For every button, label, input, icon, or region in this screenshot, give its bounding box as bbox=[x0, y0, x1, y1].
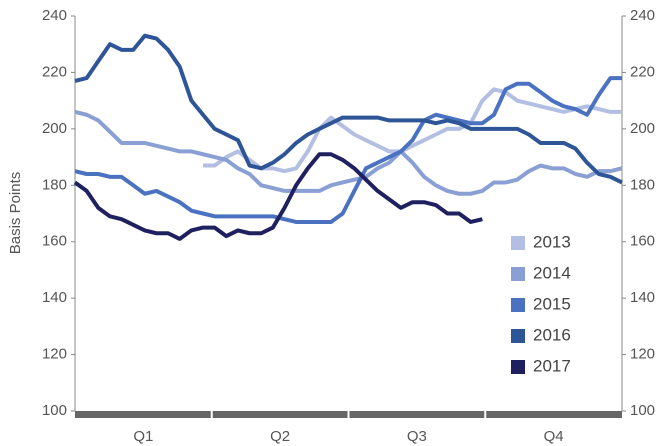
y2-tick-label: 180 bbox=[630, 176, 655, 193]
y-axis-label: Basis Points bbox=[7, 172, 24, 255]
y2-tick-label: 100 bbox=[630, 402, 655, 419]
x-tick-label: Q4 bbox=[544, 428, 564, 445]
legend-swatch bbox=[511, 236, 525, 250]
series-line bbox=[73, 152, 483, 241]
y2-tick-label: 220 bbox=[630, 63, 655, 80]
series-line bbox=[74, 33, 623, 185]
legend-label: 2017 bbox=[533, 356, 571, 375]
y2-tick-label: 240 bbox=[630, 7, 655, 24]
legend-swatch bbox=[511, 360, 525, 374]
y2-tick-label: 200 bbox=[630, 120, 655, 137]
legend-swatch bbox=[511, 329, 525, 343]
legend-swatch bbox=[511, 267, 525, 281]
legend-label: 2013 bbox=[533, 232, 571, 251]
legend-label: 2014 bbox=[533, 263, 571, 282]
x-tick-label: Q3 bbox=[407, 428, 427, 445]
series-line bbox=[74, 76, 622, 224]
legend-label: 2015 bbox=[533, 294, 571, 313]
legend-swatch bbox=[511, 298, 525, 312]
y-tick-label: 240 bbox=[42, 7, 67, 24]
y-tick-label: 120 bbox=[42, 346, 67, 363]
x-tick-label: Q2 bbox=[270, 428, 290, 445]
y-tick-label: 160 bbox=[42, 233, 67, 250]
y-tick-label: 200 bbox=[42, 120, 67, 137]
y-tick-label: 220 bbox=[42, 63, 67, 80]
y-tick-label: 180 bbox=[42, 176, 67, 193]
y2-tick-label: 120 bbox=[630, 346, 655, 363]
y-tick-label: 100 bbox=[42, 402, 67, 419]
x-tick-label: Q1 bbox=[133, 428, 153, 445]
series-line bbox=[203, 87, 622, 174]
y-tick-label: 140 bbox=[42, 289, 67, 306]
y2-tick-label: 160 bbox=[630, 233, 655, 250]
y2-tick-label: 140 bbox=[630, 289, 655, 306]
legend-label: 2016 bbox=[533, 325, 571, 344]
series-line bbox=[74, 109, 623, 196]
